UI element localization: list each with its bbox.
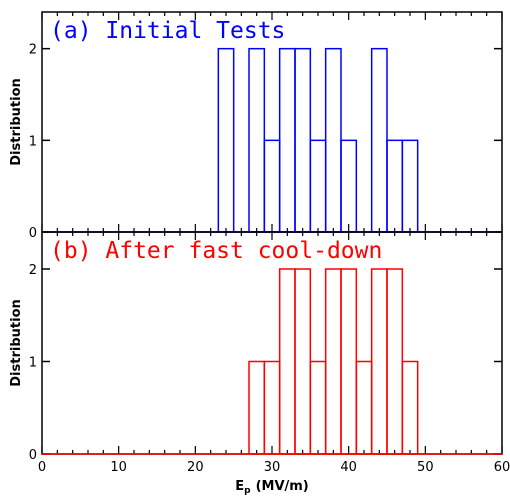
x-axis-title-units: (MV/m) <box>256 479 309 494</box>
panel-b: 0 10 20 30 40 50 60 0 1 2 (b) After fast cool-do… <box>9 231 510 475</box>
panel-a-bar-2 <box>263 139 281 233</box>
panel-b-bar-9 <box>386 268 404 455</box>
panel-b-bar-1 <box>263 360 281 455</box>
panel-b-bar-8 <box>370 268 388 455</box>
panel-a-bar-4 <box>294 47 312 233</box>
panel-a-ylabel: Distribution <box>9 78 24 165</box>
panel-a-bar-3 <box>278 47 296 233</box>
panel-b-ytick-label-0: 0 <box>29 448 37 463</box>
x-axis-title: Ep (MV/m) <box>235 479 309 496</box>
panel-b-frame <box>41 231 503 455</box>
panel-b-xtick-label-4: 40 <box>340 460 357 475</box>
panel-a-bar-5 <box>309 139 327 233</box>
panel-b-bar-4 <box>309 360 327 455</box>
panel-a-ytick-label-0: 0 <box>29 226 37 241</box>
panel-a-bars <box>42 47 502 233</box>
panel-a-y-ticks: 0 1 2 <box>29 43 502 241</box>
panel-a-ytick-label-2: 2 <box>29 43 37 58</box>
panel-b-xtick-label-5: 50 <box>417 460 434 475</box>
panel-b-bar-0 <box>248 360 266 455</box>
panel-b-bar-3 <box>294 268 312 455</box>
panel-b-xtick-label-1: 10 <box>110 460 127 475</box>
x-axis-title-main: E <box>235 479 244 494</box>
panel-b-bar-7 <box>355 360 373 455</box>
panel-b-ytick-label-1: 1 <box>29 356 37 371</box>
panel-b-xtick-label-6: 60 <box>494 460 510 475</box>
panel-a-bar-1 <box>248 47 266 233</box>
x-axis-title-sub: p <box>244 486 251 496</box>
panel-b-xtick-label-2: 20 <box>187 460 204 475</box>
panel-a-ytick-label-1: 1 <box>29 134 37 149</box>
panel-b-bar-6 <box>340 268 358 455</box>
panel-b-ytick-label-2: 2 <box>29 263 37 278</box>
panel-b-xtick-label-3: 30 <box>264 460 281 475</box>
panel-a-frame <box>41 11 503 233</box>
panel-b-title: (b) After fast cool-down <box>50 238 382 264</box>
panel-a-bar-0 <box>217 47 235 233</box>
panel-b-xtick-label-0: 0 <box>38 460 46 475</box>
panel-a-x-ticks <box>41 12 503 232</box>
panel-a-bar-7 <box>340 139 358 233</box>
panel-b-bar-5 <box>324 268 342 455</box>
panel-b-ylabel: Distribution <box>9 299 24 386</box>
panel-b-bars <box>42 268 502 455</box>
panel-a-bar-8 <box>370 47 388 233</box>
panel-b-y-ticks: 0 1 2 <box>29 263 502 463</box>
panel-b-x-ticks: 0 10 20 30 40 50 60 <box>38 232 510 475</box>
panel-a-bar-9 <box>386 139 404 233</box>
panel-b-bar-2 <box>278 268 296 455</box>
panel-b-bar-10 <box>401 360 419 455</box>
panel-a-title: (a) Initial Tests <box>50 18 285 44</box>
panel-a-bar-10 <box>401 139 419 233</box>
panel-a-bar-6 <box>324 47 342 233</box>
panel-a: 0 1 2 (a) Initial Tests Distribution <box>9 11 503 241</box>
